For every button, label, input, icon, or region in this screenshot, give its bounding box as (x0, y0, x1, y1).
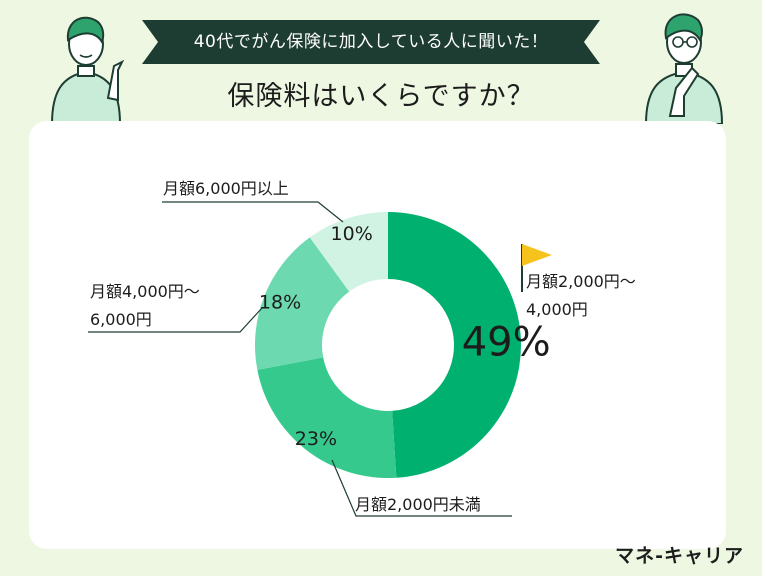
slice-category-label: 月額2,000円〜 (526, 272, 636, 291)
pie-slice (255, 237, 350, 370)
slice-value-label: 49% (462, 320, 551, 366)
leader-line (331, 459, 512, 517)
person-pointing-icon (50, 16, 125, 124)
slice-category-label: 月額4,000円〜 (90, 282, 200, 301)
slice-value-label: 23% (295, 428, 337, 450)
slice-category-label: 6,000円 (90, 310, 152, 329)
slice-category-label: 月額6,000円以上 (163, 179, 289, 198)
flag-icon (521, 244, 552, 292)
person-thinking-icon (644, 13, 724, 124)
pie-slice (257, 357, 397, 478)
pie-slice (388, 212, 521, 478)
chart-panel (29, 121, 726, 549)
brand-logo: マネ-キャリア (615, 545, 744, 567)
leader-line (88, 307, 263, 333)
slice-category-label: 4,000円 (526, 300, 588, 319)
page-title: 保険料はいくらですか？ (227, 81, 535, 112)
pie-slice (309, 212, 388, 292)
slice-value-label: 10% (331, 223, 373, 245)
slice-category-label: 月額2,000円未満 (355, 495, 481, 514)
slice-value-label: 18% (259, 291, 301, 313)
leader-line (162, 201, 344, 223)
survey-banner: 40代でがん保険に加入している人に聞いた！ (142, 20, 600, 64)
